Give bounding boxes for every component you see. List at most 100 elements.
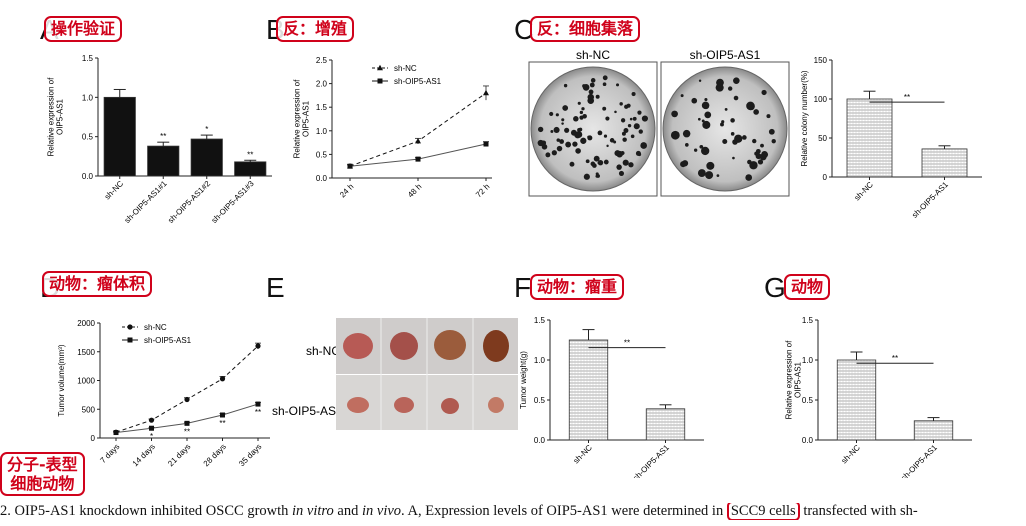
x-tick-label: 28 days <box>202 442 228 468</box>
colony-dot <box>597 161 601 165</box>
colony-dot <box>572 141 578 147</box>
legend-label: sh-OIP5-AS1 <box>394 77 442 86</box>
significance-label: ** <box>247 150 253 159</box>
colony-dot <box>589 82 595 88</box>
colony-dot <box>752 138 757 144</box>
colony-dot <box>757 159 764 165</box>
series-line-sh-nc <box>115 345 259 433</box>
colony-dot <box>697 169 706 177</box>
colony-dot <box>537 126 544 133</box>
tumor-sh-3 <box>441 398 459 414</box>
colony-dot <box>768 128 775 135</box>
colony-dot <box>564 127 570 133</box>
colony-dot <box>556 145 563 152</box>
colony-dot <box>638 129 643 134</box>
tumor-nc-1 <box>343 333 373 359</box>
colony-dot <box>771 138 776 144</box>
colony-dot <box>680 161 687 168</box>
colony-dot <box>682 129 691 138</box>
colony-dot <box>766 114 771 119</box>
colony-dot <box>577 128 582 133</box>
y-axis-label: Relative colony number(%) <box>800 70 809 166</box>
y-tick-label: 0.5 <box>534 396 546 405</box>
significance-label: * <box>150 432 153 441</box>
colony-dot <box>701 119 705 123</box>
y-tick-label: 1.0 <box>82 93 94 102</box>
significance-label: ** <box>160 132 166 141</box>
y-tick-label: 1.5 <box>316 103 328 112</box>
x-tick-label: sh-NC <box>572 443 595 466</box>
colony-dot <box>603 159 609 165</box>
y-tick-label: 0 <box>823 173 828 182</box>
y-tick-label: 2.0 <box>316 80 328 89</box>
colony-dot <box>637 152 642 157</box>
colony-dot <box>606 144 609 148</box>
legend-marker <box>127 337 133 343</box>
bar-sh-oip5-as1#2 <box>190 138 223 177</box>
tag-d: 动物：瘤体积 <box>42 271 153 297</box>
colony-dot <box>618 170 625 176</box>
y-tick-label: 2000 <box>77 319 95 328</box>
significance-label: ** <box>624 339 630 348</box>
colony-dot <box>580 137 587 144</box>
y-tick-label: 0.5 <box>802 396 814 405</box>
tag-b: 反：增殖 <box>276 16 355 42</box>
legend-label: sh-OIP5-AS1 <box>144 336 192 345</box>
colony-dot <box>561 122 564 125</box>
colony-dot <box>680 94 684 98</box>
colony-dot <box>559 139 565 144</box>
y-tick-label: 1500 <box>77 348 95 357</box>
colony-dot <box>630 134 635 139</box>
x-tick-label: sh-NC <box>853 180 876 203</box>
x-tick-label: 48 h <box>406 182 423 199</box>
colony-dot <box>671 110 678 118</box>
colony-dot <box>597 130 603 136</box>
data-point <box>415 137 421 144</box>
y-tick-label: 1.5 <box>82 54 94 63</box>
chart-g-relative-expression: Relative expression of OIP5-AS1 0.0 0.5 1.0 1… <box>785 316 972 478</box>
colony-dot <box>550 130 554 133</box>
colony-dot <box>602 106 607 111</box>
colony-dot <box>693 148 698 152</box>
bar-sh-oip5-as1 <box>913 420 954 441</box>
colony-dot <box>629 117 633 121</box>
colony-dot <box>734 134 743 143</box>
colony-dot <box>619 102 623 106</box>
figure-caption: 2. OIP5-AS1 knockdown inhibited OSCC gro… <box>0 503 918 520</box>
colony-dot <box>699 144 704 149</box>
colony-dot <box>565 141 572 148</box>
data-point <box>415 156 421 162</box>
y-tick-label: 1.5 <box>802 316 814 325</box>
x-tick-label: 24 h <box>338 182 355 199</box>
colony-dot <box>702 120 711 129</box>
colony-dot <box>590 78 596 83</box>
legend-marker <box>127 324 133 330</box>
colony-dot <box>537 139 544 147</box>
colony-dot <box>745 174 753 181</box>
colony-dot <box>570 129 577 136</box>
colony-dot <box>549 111 554 117</box>
y-tick-label: 1.0 <box>316 127 328 136</box>
x-tick-label: 72 h <box>474 182 491 199</box>
colony-dot <box>697 117 701 121</box>
colony-photo: sh-NC sh-OIP5-AS1 <box>528 48 790 197</box>
colony-dot <box>581 107 585 111</box>
panel-letter-e: E <box>266 272 285 303</box>
y-axis-label: Relative expression of <box>785 340 794 419</box>
colony-dot <box>704 111 712 119</box>
bar-sh-oip5-as1#3 <box>234 161 267 177</box>
panel-letter-c: C <box>514 14 535 45</box>
colony-label-sh-oip5-as1: sh-OIP5-AS1 <box>690 48 761 62</box>
y-tick-label: 1.5 <box>534 316 546 325</box>
dish-sh-nc <box>530 66 656 192</box>
x-tick-label: 35 days <box>237 442 263 468</box>
colony-dot <box>562 105 569 111</box>
y-tick-label: 0.0 <box>316 174 328 183</box>
data-point <box>255 343 261 349</box>
colony-dot <box>545 152 551 158</box>
tag-f: 动物：瘤重 <box>530 274 625 300</box>
colony-dot <box>577 101 581 105</box>
significance-label: * <box>205 125 208 134</box>
colony-dot <box>587 135 590 139</box>
colony-dot <box>753 109 759 115</box>
